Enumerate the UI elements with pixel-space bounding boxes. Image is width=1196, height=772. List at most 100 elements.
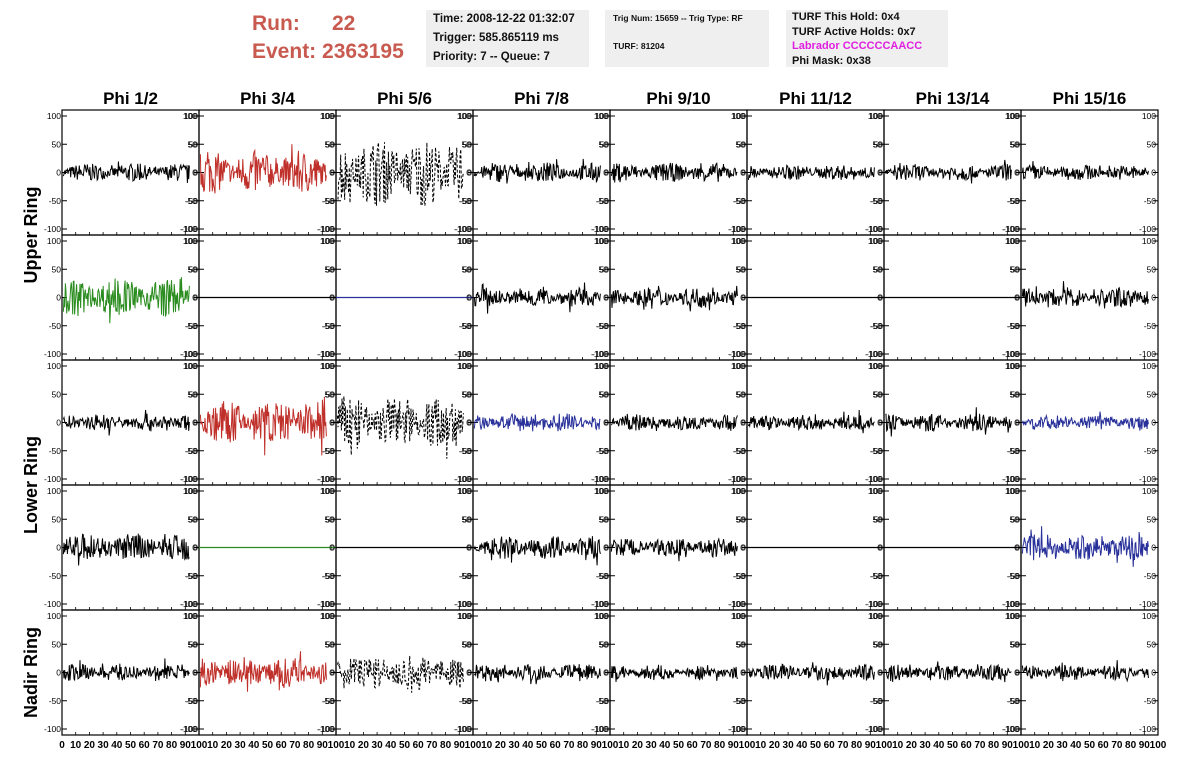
y-tick-label: -50 (733, 196, 746, 206)
y-tick-label: -100 (318, 474, 335, 484)
y-tick-label: 0 (603, 543, 608, 553)
x-tick-label: 50 (947, 740, 959, 751)
waveform-trace (1021, 281, 1149, 309)
y-tick-label: 50 (600, 139, 610, 149)
y-tick-label: 0 (740, 668, 745, 678)
x-tick-label: 50 (810, 740, 822, 751)
y-tick-label: 0 (878, 418, 883, 428)
y-tick-label: -50 (1008, 196, 1021, 206)
y-tick-label: -100 (455, 724, 472, 734)
y-tick-label: 50 (737, 639, 747, 649)
x-tick-label: 60 (961, 740, 973, 751)
y-tick-label: -50 (870, 196, 883, 206)
y-tick-label: 50 (188, 389, 198, 399)
waveform-trace (62, 409, 190, 436)
y-tick-label: -100 (729, 599, 746, 609)
y-tick-label: 50 (326, 514, 336, 524)
y-tick-label: 100 (1006, 236, 1020, 246)
y-tick-label: -100 (728, 474, 745, 484)
y-tick-label: -100 (318, 349, 335, 359)
y-tick-label: 0 (193, 418, 198, 428)
y-tick-label: -50 (1007, 196, 1020, 206)
time-line: Time: 2008-12-22 01:32:07 (433, 13, 575, 25)
y-tick-label: -100 (729, 224, 746, 234)
y-tick-label: 50 (737, 264, 747, 274)
y-tick-label: 100 (732, 486, 746, 496)
y-tick-label: -100 (591, 724, 608, 734)
y-tick-label: -100 (180, 474, 197, 484)
y-tick-label: -50 (871, 446, 884, 456)
x-tick-label: 20 (632, 740, 644, 751)
y-tick-label: -100 (1002, 599, 1019, 609)
y-tick-label: -100 (591, 599, 608, 609)
x-tick-label: 100 (1013, 740, 1030, 751)
y-tick-label: 100 (184, 236, 198, 246)
y-tick-label: -100 (454, 224, 471, 234)
y-tick-label: -50 (322, 696, 335, 706)
y-tick-label: 100 (731, 486, 745, 496)
time-info-box: Time: 2008-12-22 01:32:07 Trigger: 585.8… (426, 10, 589, 67)
y-tick-label: 50 (462, 389, 472, 399)
y-tick-label: -50 (734, 696, 747, 706)
y-tick-label: 0 (878, 668, 883, 678)
x-tick-label: 90 (454, 740, 466, 751)
x-tick-label: 30 (1057, 740, 1069, 751)
y-tick-label: 50 (463, 514, 473, 524)
y-tick-label: 100 (183, 361, 197, 371)
x-tick-label: 90 (1139, 740, 1151, 751)
y-tick-label: 0 (1151, 543, 1156, 553)
y-tick-label: -100 (728, 724, 745, 734)
x-tick-label: 100 (328, 740, 345, 751)
y-tick-label: -100 (728, 224, 745, 234)
y-tick-label: 0 (192, 418, 197, 428)
y-tick-label: -50 (185, 196, 198, 206)
y-tick-label: -100 (318, 224, 335, 234)
y-tick-label: 100 (457, 486, 471, 496)
x-tick-label: 50 (1084, 740, 1096, 751)
y-tick-label: 50 (1147, 139, 1157, 149)
y-tick-label: 0 (329, 168, 334, 178)
waveform-trace (610, 664, 738, 682)
x-tick-label: 30 (509, 740, 521, 751)
y-tick-label: 50 (52, 639, 62, 649)
y-tick-label: -50 (1007, 446, 1020, 456)
x-tick-label: 40 (659, 740, 671, 751)
y-tick-label: 100 (1005, 361, 1019, 371)
y-tick-label: 50 (188, 264, 198, 274)
y-tick-label: -50 (459, 196, 472, 206)
y-tick-label: 0 (878, 168, 883, 178)
y-tick-label: -100 (455, 599, 472, 609)
y-tick-label: 0 (604, 293, 609, 303)
y-tick-label: -100 (1139, 349, 1156, 359)
y-tick-label: 100 (1142, 236, 1156, 246)
y-tick-label: 100 (1142, 111, 1156, 121)
trig-num-line: Trig Num: 15659 -- Trig Type: RF (613, 13, 743, 23)
y-tick-label: 0 (1014, 668, 1019, 678)
waveform-trace (747, 164, 875, 181)
waveform-trace (610, 413, 738, 431)
y-tick-label: 0 (1151, 168, 1156, 178)
y-tick-label: 100 (594, 486, 608, 496)
y-tick-label: 50 (325, 639, 335, 649)
y-tick-label: -50 (597, 446, 610, 456)
y-tick-label: -100 (317, 224, 334, 234)
y-tick-label: 50 (873, 389, 883, 399)
y-tick-label: 0 (192, 168, 197, 178)
y-tick-label: -100 (1003, 224, 1020, 234)
y-tick-label: -50 (871, 696, 884, 706)
x-tick-label: 30 (783, 740, 795, 751)
y-tick-label: 0 (330, 293, 335, 303)
y-tick-label: -50 (1008, 696, 1021, 706)
x-tick-label: 90 (728, 740, 740, 751)
y-tick-label: -50 (185, 571, 198, 581)
y-tick-label: -100 (729, 474, 746, 484)
y-tick-label: 50 (189, 264, 199, 274)
trigger-info-box: Trig Num: 15659 -- Trig Type: RF TURF: 8… (605, 10, 769, 67)
y-tick-label: 0 (604, 418, 609, 428)
y-tick-label: 0 (1015, 543, 1020, 553)
y-tick-label: -100 (44, 599, 61, 609)
y-tick-label: -100 (454, 724, 471, 734)
y-tick-label: 100 (47, 611, 61, 621)
y-tick-label: -100 (455, 474, 472, 484)
y-tick-label: -100 (729, 724, 746, 734)
